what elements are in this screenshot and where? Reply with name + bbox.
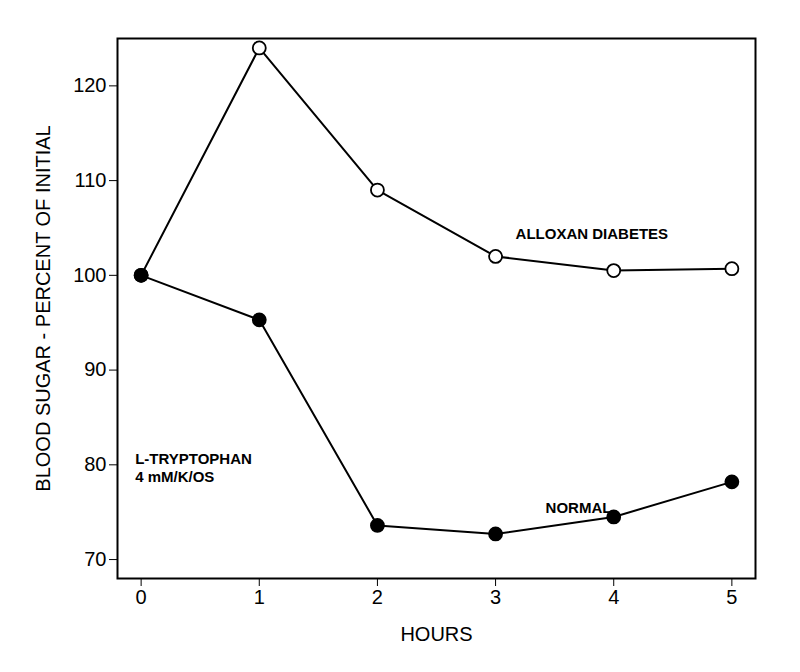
svg-text:70: 70	[84, 548, 106, 570]
svg-text:3: 3	[490, 586, 501, 608]
svg-text:4: 4	[608, 586, 619, 608]
svg-text:100: 100	[73, 264, 106, 286]
svg-text:0: 0	[136, 586, 147, 608]
svg-text:2: 2	[372, 586, 383, 608]
svg-text:120: 120	[73, 74, 106, 96]
svg-text:NORMAL: NORMAL	[546, 499, 612, 516]
svg-text:90: 90	[84, 358, 106, 380]
svg-text:110: 110	[75, 169, 107, 191]
svg-text:1: 1	[254, 586, 265, 608]
svg-text:5: 5	[726, 586, 737, 608]
svg-text:L-TRYPTOPHAN4 mM/K/OS: L-TRYPTOPHAN4 mM/K/OS	[135, 450, 252, 486]
svg-text:ALLOXAN DIABETES: ALLOXAN DIABETES	[516, 225, 669, 242]
svg-text:HOURS: HOURS	[400, 623, 472, 645]
svg-text:BLOOD SUGAR - PERCENT OF INITI: BLOOD SUGAR - PERCENT OF INITIAL	[32, 125, 54, 491]
svg-text:80: 80	[84, 453, 106, 475]
